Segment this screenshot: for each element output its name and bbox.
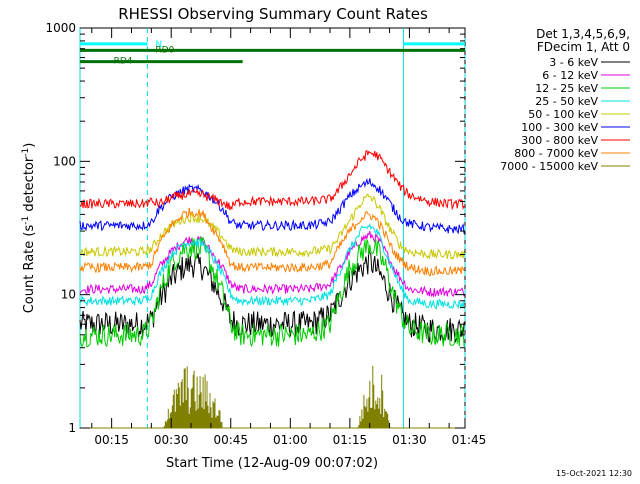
legend-header-line1: Det 1,3,4,5,6,9, [536,27,630,41]
x-tick-label-6: 01:45 [452,433,487,447]
axes: 1 10 100 1000 00:15 00:30 00:45 01:00 01:15 01:30… [45,21,486,447]
legend-label-2: 12 - 25 keV [535,82,598,95]
series-line-1 [79,230,465,298]
y-tick-label-2: 100 [53,154,76,168]
series-line-0 [79,248,465,344]
y-tick-label-1: 10 [61,288,76,302]
series-line-5 [79,177,465,235]
x-tick-label-5: 01:30 [392,433,427,447]
legend-label-1: 6 - 12 keV [542,69,598,82]
y-label-end: ) [22,143,37,148]
chart-title: RHESSI Observing Summary Count Rates [118,5,428,23]
x-tick-label-2: 00:45 [213,433,248,447]
x-tick-label-1: 00:30 [154,433,189,447]
legend-label-8: 7000 - 15000 keV [500,160,598,173]
x-tick-label-0: 00:15 [94,433,129,447]
y-tick-label-3: 1000 [45,21,76,35]
series-line-2 [79,236,465,348]
series-line-8 [80,365,465,429]
x-tick-label-4: 01:15 [333,433,368,447]
flag-label-n: N [155,40,162,50]
vertical-markers [79,28,466,428]
flag-label-rd0: RD0 [155,45,174,55]
legend-label-5: 100 - 300 keV [521,121,598,134]
y-label-sup2: -1 [21,148,31,157]
legend-header-line2: FDecim 1, Att 0 [537,40,630,54]
y-label-mid: detector [22,156,37,216]
x-tick-label-3: 01:00 [273,433,308,447]
series-lines [79,150,465,429]
timestamp: 15-Oct-2021 12:30 [556,469,632,478]
legend-label-3: 25 - 50 keV [535,95,598,108]
legend-label-6: 300 - 800 keV [521,134,598,147]
flag-label-rd4: RD4 [114,57,133,67]
legend-label-0: 3 - 6 keV [549,56,598,69]
legend: Det 1,3,4,5,6,9, FDecim 1, Att 0 3 - 6 k… [500,27,630,173]
series-line-3 [79,222,465,310]
y-label-main: Count Rate (s [22,225,37,314]
legend-label-4: 50 - 100 keV [528,108,598,121]
y-label-sup1: -1 [21,216,31,225]
x-axis-label: Start Time (12-Aug-09 00:07:02) [166,456,378,471]
series-line-7 [79,207,465,277]
series-line-6 [79,150,465,211]
series-line-4 [79,193,465,260]
legend-label-7: 800 - 7000 keV [514,147,598,160]
y-tick-label-0: 1 [68,421,76,435]
y-axis-label: Count Rate (s-1 detector-1) [21,143,37,314]
